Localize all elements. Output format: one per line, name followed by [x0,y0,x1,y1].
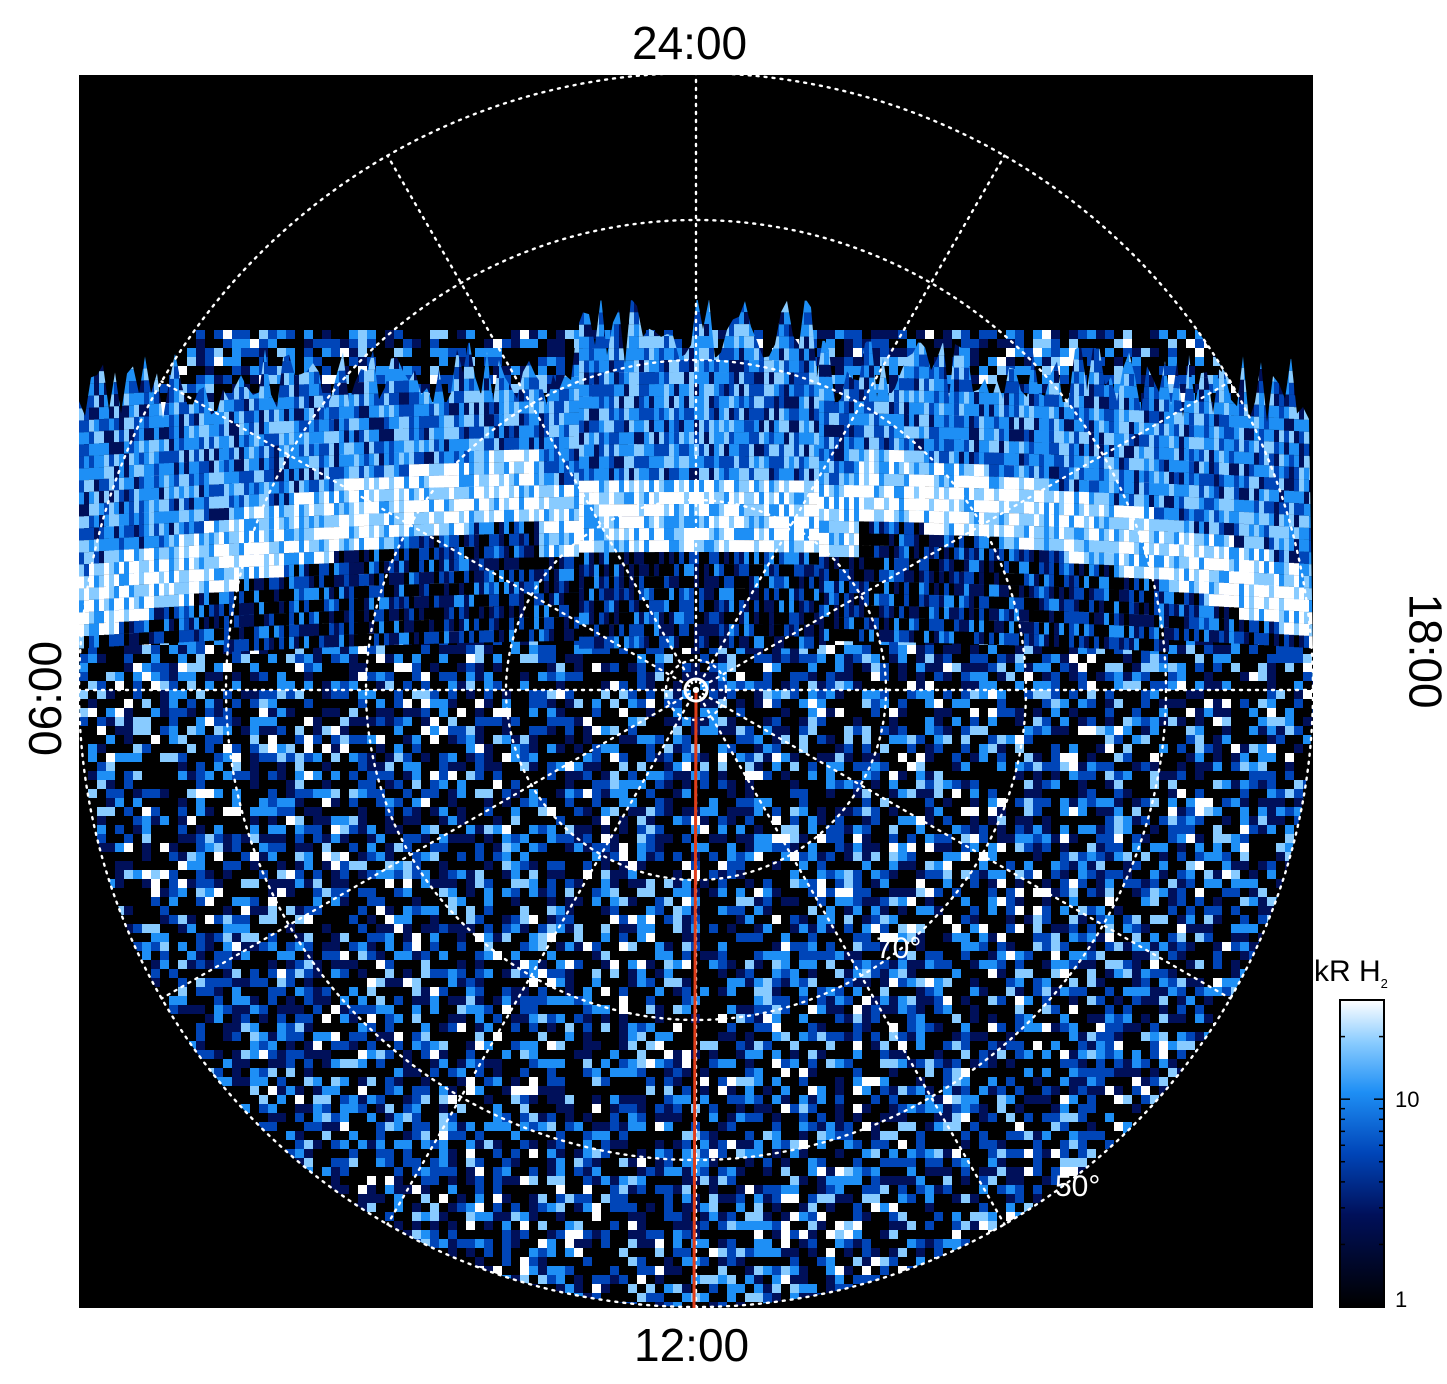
meridian-line [160,688,698,1000]
auroral-oval-layer [79,300,1313,652]
latitude-label-50: 50° [1055,1170,1100,1203]
local-time-label-midnight: 24:00 [632,17,748,69]
meridian-line [160,380,698,692]
latitude-circle-50 [224,218,1168,1162]
meridian-line [386,154,698,692]
meridian-line [694,688,1006,1226]
local-time-label-dusk: 18:00 [1399,593,1447,709]
latitude-label-70: 70° [876,932,921,965]
colorbar-gradient [1339,999,1385,1308]
colorbar-tick-10: 10 [1395,1087,1420,1112]
meridian-line [386,688,698,1226]
colorbar-title-sub: 2 [1380,976,1388,991]
pole-marker [683,677,709,703]
meridian-line [694,380,1232,692]
meridian-line [694,688,1232,1000]
colorbar-title: kR H2 [1314,955,1388,991]
colorbar [1339,999,1385,1308]
noon-meridian-line [692,689,698,1308]
local-time-label-noon: 12:00 [634,1319,750,1371]
meridian-line [694,154,1006,692]
latitude-longitude-grid [79,75,1313,1308]
colorbar-title-main: kR H [1314,955,1381,988]
local-time-label-dawn: 06:00 [19,640,71,756]
colorbar-tick-1: 1 [1395,1287,1408,1312]
